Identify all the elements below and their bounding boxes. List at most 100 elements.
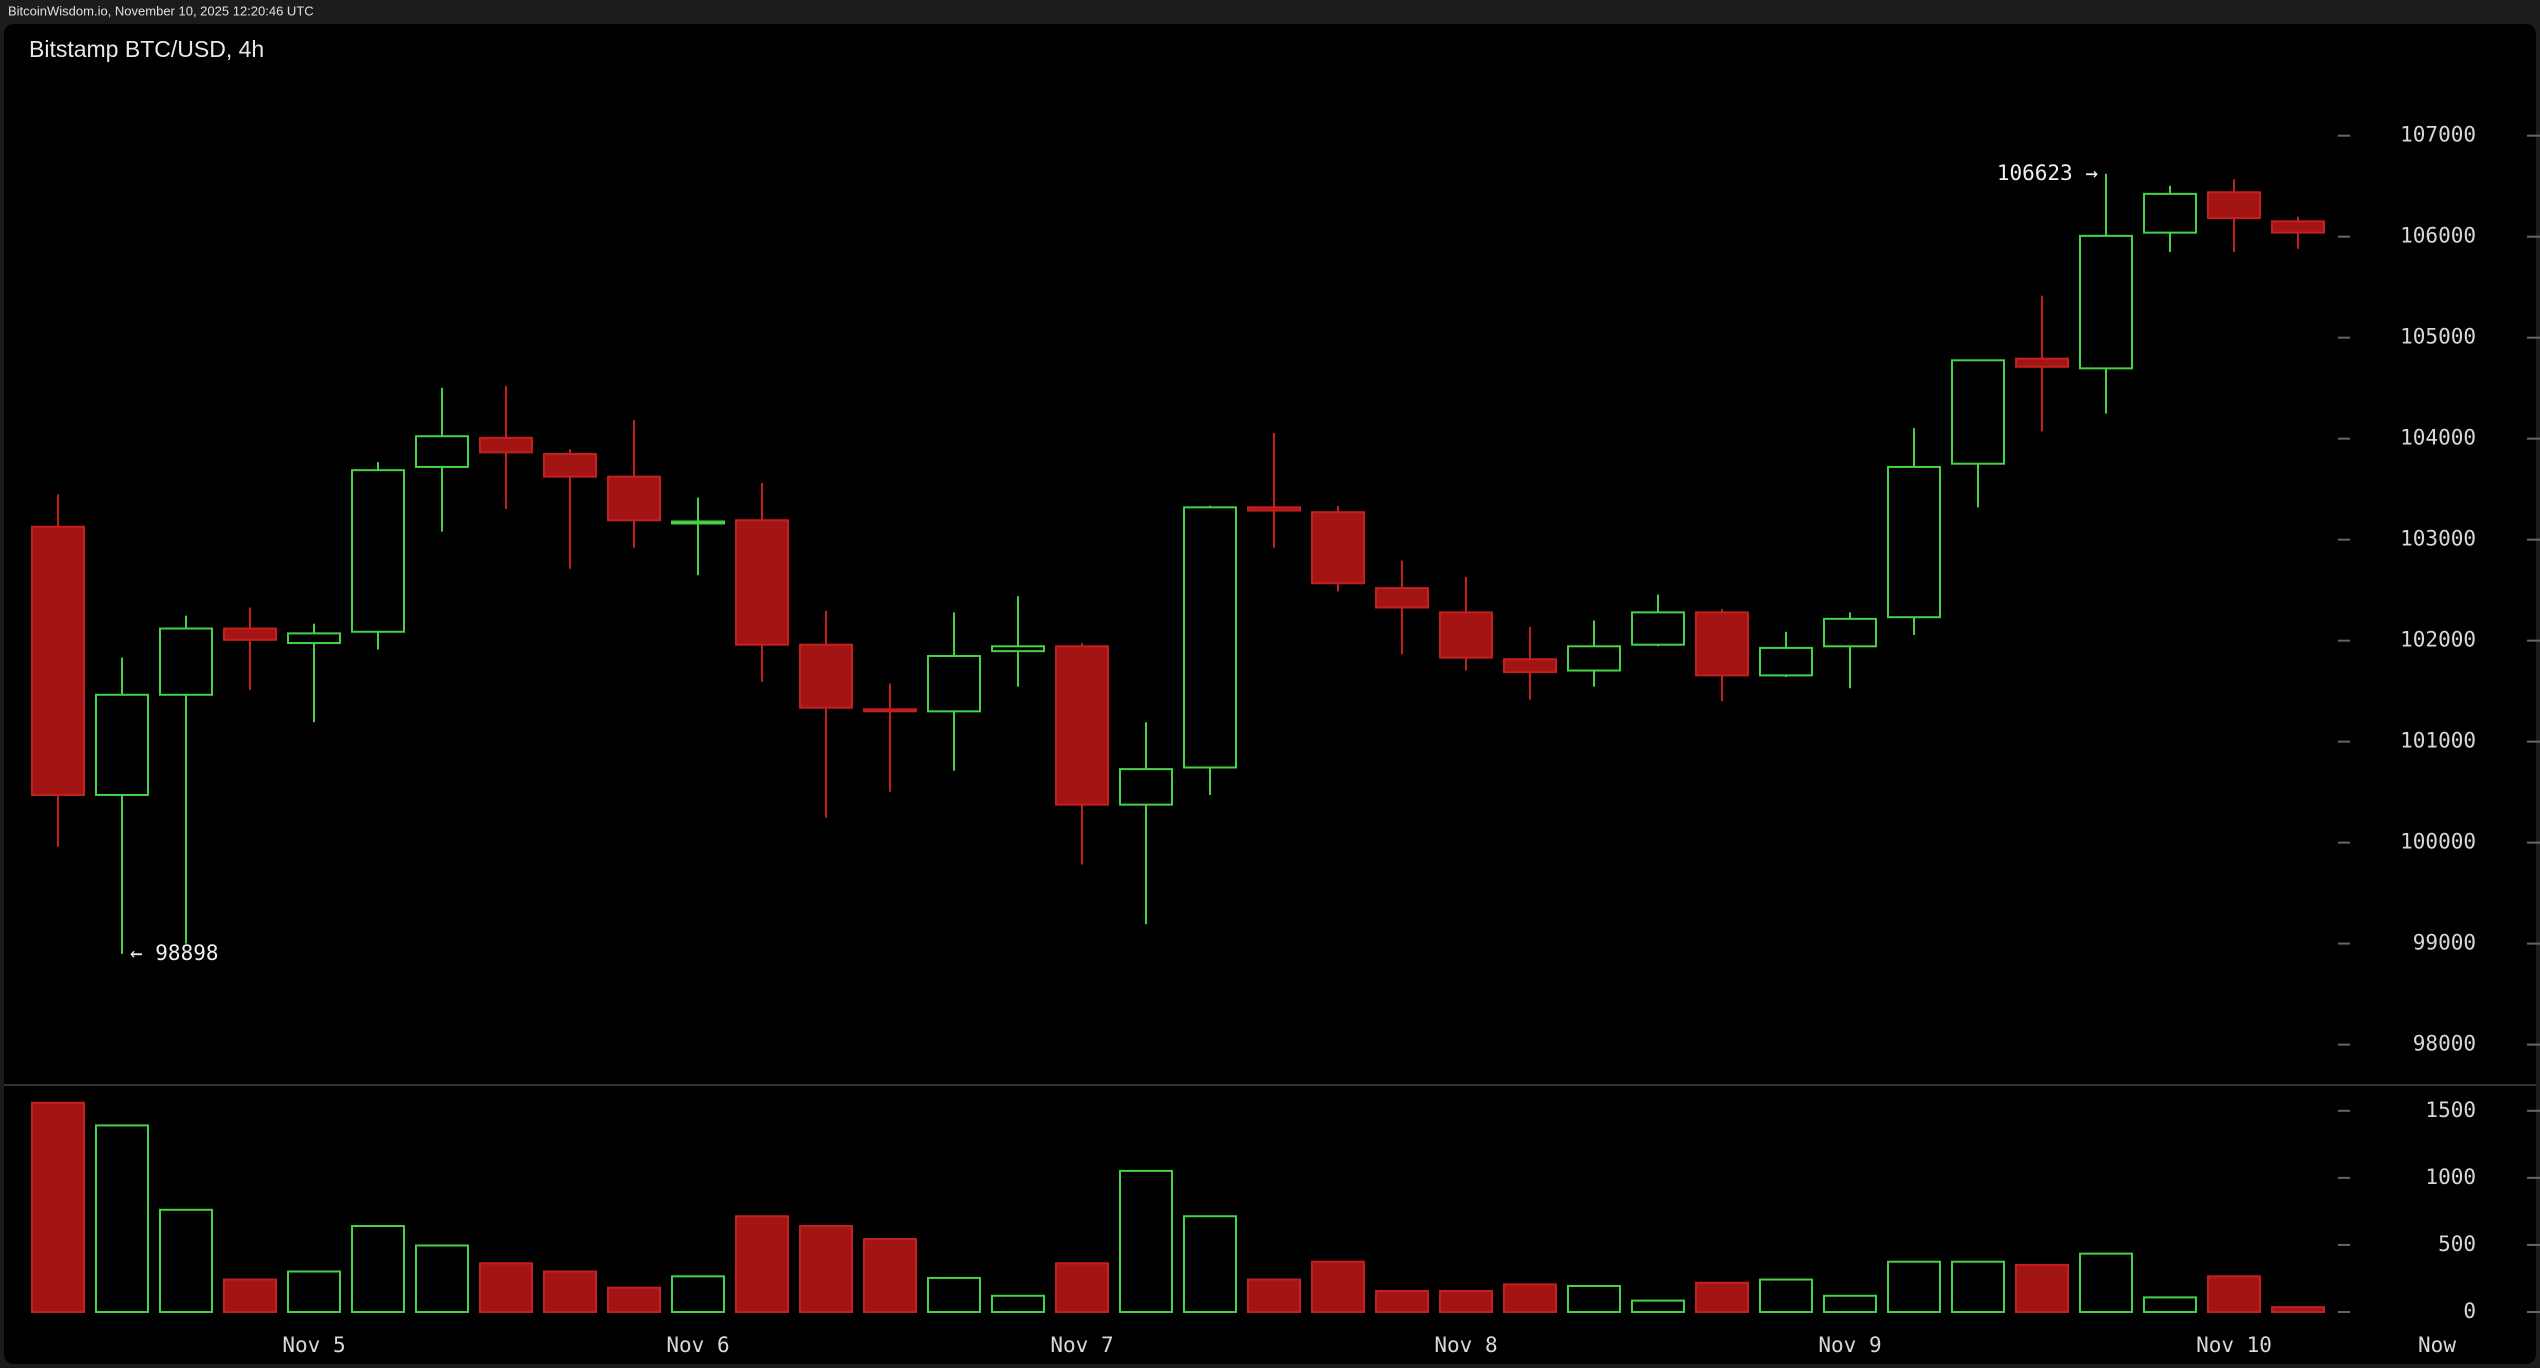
volume-bar	[2079, 1252, 2133, 1314]
chart-background	[4, 24, 2536, 1364]
volume-bar	[671, 1275, 725, 1313]
x-tick-label: Nov 10	[2196, 1333, 2272, 1357]
volume-bar	[1247, 1278, 1301, 1314]
x-tick-label: Nov 9	[1818, 1333, 1881, 1357]
volume-bar	[1823, 1294, 1877, 1313]
x-tick-label: Nov 5	[282, 1333, 345, 1357]
x-now-label: Now	[2418, 1333, 2456, 1357]
candle-body	[543, 453, 597, 478]
volume-bar	[415, 1244, 469, 1314]
candle-body	[479, 436, 533, 454]
y-tick-label: 102000	[2400, 628, 2476, 652]
x-tick-label: Nov 7	[1050, 1333, 1113, 1357]
volume-bar	[1567, 1284, 1621, 1313]
x-tick-label: Nov 6	[666, 1333, 729, 1357]
candle-body	[1695, 611, 1749, 677]
min-annotation: ← 98898	[130, 941, 219, 965]
candle-body	[1119, 768, 1173, 806]
candle-body	[1567, 645, 1621, 672]
vol-tick-label: 1500	[2425, 1098, 2476, 1122]
y-tick-label: 99000	[2413, 931, 2476, 955]
volume-bar	[543, 1270, 597, 1313]
candle-body	[1183, 506, 1237, 769]
candle-body	[1823, 617, 1877, 648]
candle-body	[2143, 192, 2197, 234]
chart-title: Bitstamp BTC/USD, 4h	[29, 36, 264, 62]
candle-body	[2079, 234, 2133, 370]
volume-bar	[607, 1286, 661, 1314]
candle-body	[415, 435, 469, 468]
volume-bar	[1759, 1278, 1813, 1314]
x-tick-label: Nov 8	[1434, 1333, 1497, 1357]
candle-body	[1887, 465, 1941, 619]
volume-bar	[223, 1278, 277, 1314]
candle-body	[31, 525, 85, 796]
y-tick-label: 100000	[2400, 830, 2476, 854]
volume-bar	[159, 1208, 213, 1314]
volume-bar	[1119, 1169, 1173, 1314]
max-annotation: 106623 →	[1997, 161, 2098, 185]
candle-body	[735, 519, 789, 646]
candle-body	[1055, 645, 1109, 806]
candle-body	[1631, 611, 1685, 646]
volume-bar	[2015, 1263, 2069, 1314]
volume-bar	[799, 1225, 853, 1314]
candle-body	[223, 627, 277, 641]
candle-body	[1951, 359, 2005, 465]
candle-body	[1759, 646, 1813, 677]
candle-body	[2015, 357, 2069, 368]
volume-bar	[1887, 1260, 1941, 1313]
volume-bar	[479, 1262, 533, 1313]
volume-bar	[2143, 1296, 2197, 1313]
candle-body	[863, 708, 917, 713]
y-tick-label: 105000	[2400, 325, 2476, 349]
volume-bar	[1951, 1260, 2005, 1313]
header: BitcoinWisdom.io, November 10, 2025 12:2…	[8, 3, 314, 18]
y-tick-label: 107000	[2400, 123, 2476, 147]
volume-bar	[1695, 1281, 1749, 1313]
volume-bar	[1503, 1283, 1557, 1314]
candle-body	[2271, 220, 2325, 234]
y-tick-label: 103000	[2400, 527, 2476, 551]
volume-bar	[927, 1276, 981, 1314]
volume-bar	[287, 1270, 341, 1313]
candle-body	[1247, 506, 1301, 512]
candle-body	[1439, 611, 1493, 659]
vol-tick-label: 0	[2463, 1299, 2476, 1323]
candle-body	[991, 645, 1045, 653]
candle-body	[1503, 658, 1557, 674]
candle-body	[1311, 511, 1365, 585]
y-tick-label: 98000	[2413, 1032, 2476, 1056]
candle-body	[927, 654, 981, 713]
candle-body	[1375, 587, 1429, 609]
volume-bar	[2207, 1275, 2261, 1313]
candle-body	[159, 627, 213, 696]
volume-bar	[31, 1101, 85, 1314]
vol-tick-label: 1000	[2425, 1165, 2476, 1189]
volume-bar	[2271, 1306, 2325, 1314]
volume-bar	[1311, 1260, 1365, 1313]
volume-bar	[1375, 1289, 1429, 1313]
candle-body	[799, 643, 853, 709]
vol-tick-label: 500	[2438, 1232, 2476, 1256]
volume-bar	[1631, 1299, 1685, 1313]
volume-bar	[1439, 1289, 1493, 1313]
volume-bar	[351, 1225, 405, 1314]
candle-body	[671, 520, 725, 525]
volume-bar	[95, 1124, 149, 1313]
volume-bar	[1055, 1262, 1109, 1313]
volume-bar	[991, 1294, 1045, 1313]
volume-bar	[1183, 1215, 1237, 1314]
volume-bar	[863, 1238, 917, 1314]
candle-body	[287, 632, 341, 645]
volume-bar	[735, 1215, 789, 1314]
y-tick-label: 106000	[2400, 224, 2476, 248]
y-tick-label: 104000	[2400, 426, 2476, 450]
y-tick-label: 101000	[2400, 729, 2476, 753]
candle-body	[607, 475, 661, 522]
candle-body	[351, 469, 405, 633]
candle-body	[2207, 191, 2261, 220]
candle-body	[95, 693, 149, 796]
